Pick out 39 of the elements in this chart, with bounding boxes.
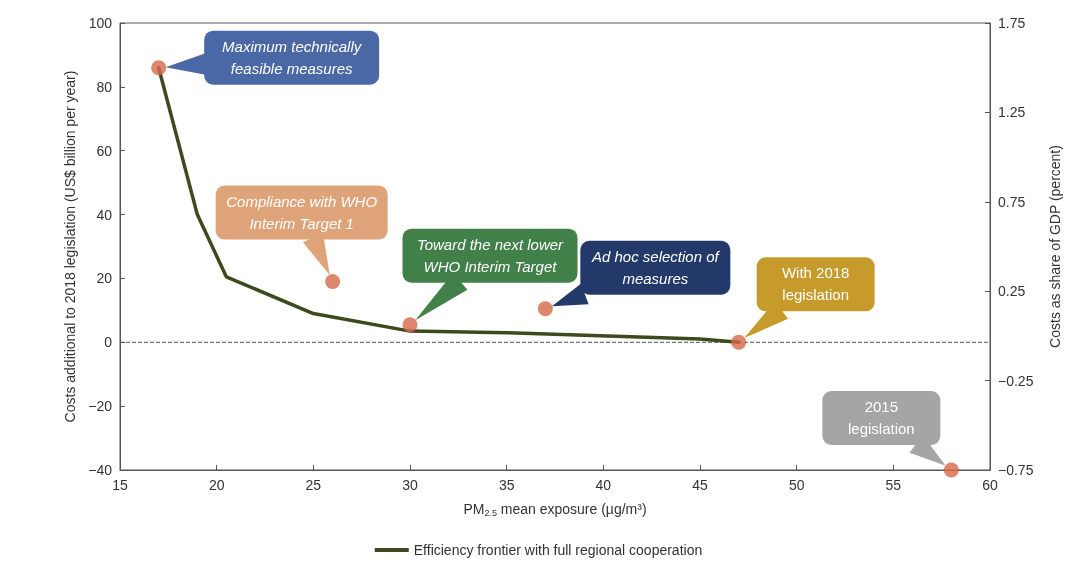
point bbox=[151, 60, 167, 76]
x-tick-label: 50 bbox=[788, 477, 805, 493]
x-tick-label: 25 bbox=[305, 477, 322, 493]
point bbox=[537, 301, 553, 317]
annotation: Compliance with WHO Interim Target 1 bbox=[226, 192, 378, 232]
x-tick-label: 40 bbox=[595, 477, 612, 493]
x-tick-label: 60 bbox=[982, 477, 998, 493]
y-tick-label: 20 bbox=[96, 270, 113, 287]
point bbox=[943, 462, 959, 478]
y2-tick-label: −0.75 bbox=[998, 462, 1034, 478]
y-tick-label: −40 bbox=[88, 462, 113, 478]
y-tick-label: 100 bbox=[88, 15, 113, 31]
annotation: Ad hoc selection of measures bbox=[590, 247, 721, 287]
y2-tick-label: 0.75 bbox=[998, 193, 1026, 210]
y-tick-label: 0 bbox=[104, 334, 113, 351]
y-axis-title: Costs additional to 2018 legislation (US$ billion per year) bbox=[62, 70, 79, 423]
x-tick-label: 35 bbox=[498, 477, 515, 493]
legend-label: Efficiency frontier with full regional cooperation bbox=[413, 542, 703, 558]
annotation: 2015 legislation bbox=[847, 398, 915, 437]
point bbox=[325, 274, 341, 290]
y-tick-label: −20 bbox=[88, 398, 113, 415]
annotation: Toward the next lower WHO Interim Target bbox=[416, 235, 565, 275]
x-tick-label: 55 bbox=[885, 477, 902, 493]
y-tick-label: 60 bbox=[96, 142, 113, 159]
y2-tick-label: −0.25 bbox=[998, 372, 1034, 389]
y-tick-label: 80 bbox=[96, 78, 113, 95]
y2-tick-label: 1.75 bbox=[998, 15, 1026, 31]
x-tick-label: 20 bbox=[208, 477, 225, 493]
x-tick-label: 15 bbox=[112, 477, 128, 493]
annotation: With 2018 legislation bbox=[781, 264, 850, 304]
y2-tick-label: 1.25 bbox=[998, 104, 1026, 121]
annotation: Maximum technically feasible measures bbox=[222, 37, 363, 77]
y2-tick-label: 0.25 bbox=[998, 283, 1026, 300]
x-tick-label: 30 bbox=[402, 477, 418, 493]
y2-axis-title: Costs as share of GDP (percent) bbox=[1047, 145, 1063, 348]
point bbox=[402, 317, 418, 333]
y-tick-label: 40 bbox=[96, 206, 113, 223]
point bbox=[731, 334, 747, 350]
x-tick-label: 45 bbox=[692, 477, 708, 493]
